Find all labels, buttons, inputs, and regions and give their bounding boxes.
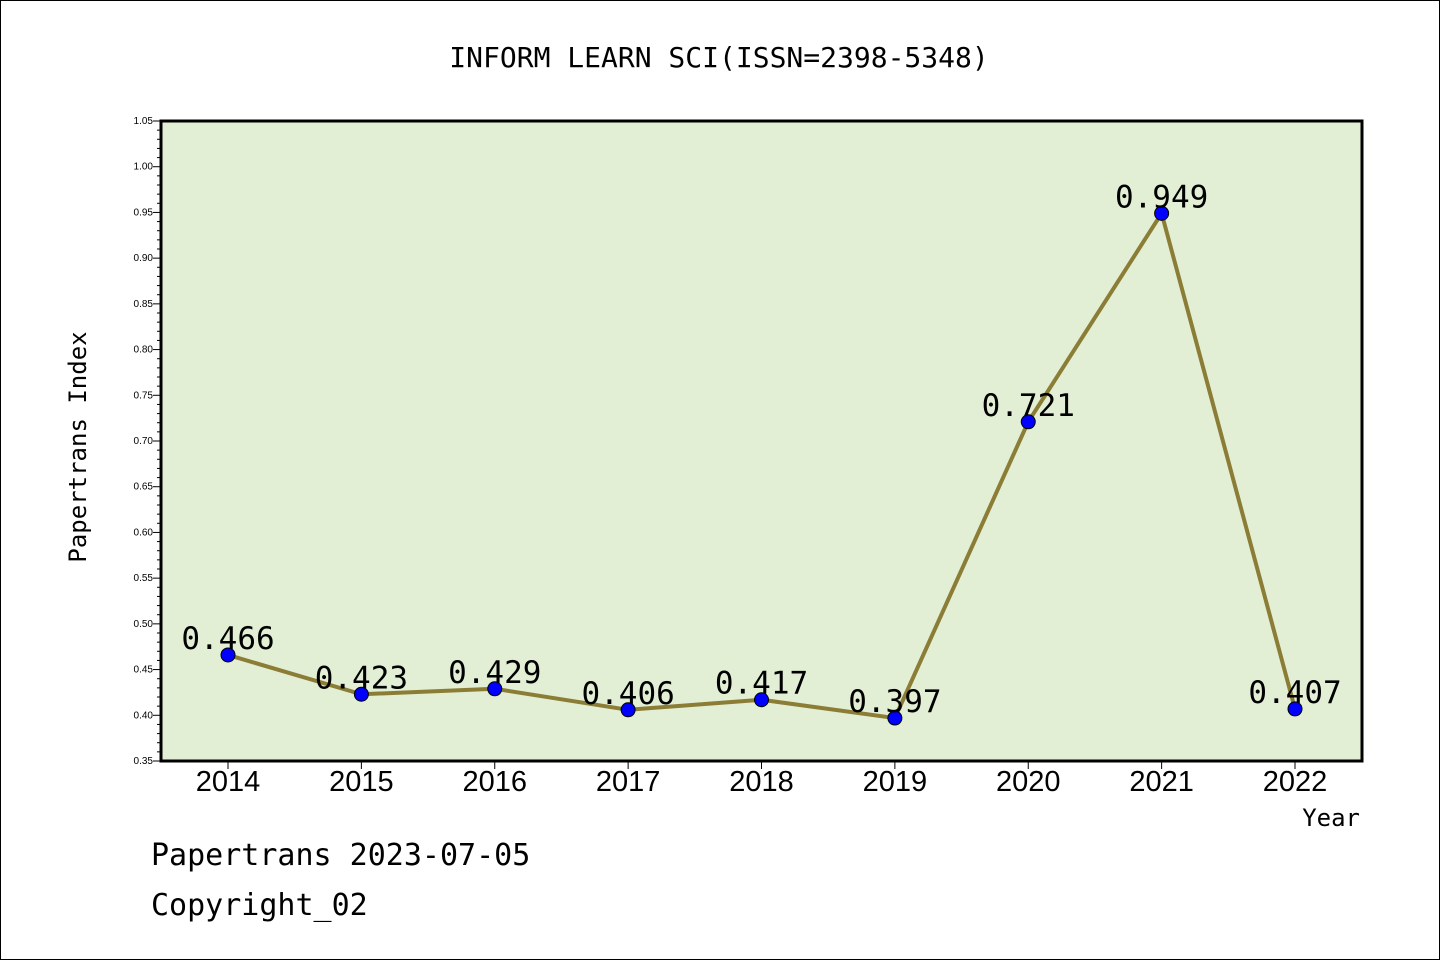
y-tick-label: 0.60: [134, 527, 154, 538]
data-point: [620, 702, 636, 718]
x-tick-label: 2017: [596, 766, 661, 798]
data-point: [353, 686, 369, 702]
data-point: [487, 681, 503, 697]
x-tick-label: 2019: [863, 766, 928, 798]
data-point: [1287, 701, 1303, 717]
y-tick-label: 0.75: [134, 390, 154, 401]
y-tick-label: 0.65: [134, 482, 154, 493]
data-label: 0.417: [715, 666, 808, 702]
footer-date: Papertrans 2023-07-05: [151, 838, 530, 873]
x-axis: 2014 2015 2016 2017 2018 2019 2020 2021 2022: [196, 761, 1328, 798]
y-tick-label: 0.80: [134, 345, 154, 356]
y-axis-title: Papertrans Index: [64, 331, 92, 562]
data-point: [220, 647, 236, 663]
y-tick-label: 0.40: [134, 710, 154, 721]
footer-copyright: Copyright_02: [151, 888, 368, 923]
y-tick-label: 1.05: [134, 116, 154, 127]
series-layer: [220, 205, 1303, 726]
data-point: [1020, 414, 1036, 430]
y-tick-label: 0.70: [134, 436, 154, 447]
data-label: 0.397: [848, 684, 941, 720]
y-tick-label: 0.95: [134, 207, 154, 218]
x-tick-label: 2020: [996, 766, 1061, 798]
y-tick-label: 1.00: [134, 162, 154, 173]
x-tick-label: 2014: [196, 766, 261, 798]
y-tick-label: 0.85: [134, 299, 154, 310]
y-tick-label: 0.35: [134, 756, 154, 767]
data-label: 0.407: [1248, 675, 1341, 711]
x-tick-label: 2018: [729, 766, 794, 798]
x-axis-title: Year: [1302, 804, 1360, 832]
y-tick-label: 0.90: [134, 253, 154, 264]
data-point: [887, 710, 903, 726]
y-tick-label: 0.45: [134, 665, 154, 676]
chart-title: INFORM LEARN SCI(ISSN=2398-5348): [449, 41, 988, 74]
x-tick-label: 2015: [329, 766, 394, 798]
x-tick-label: 2021: [1129, 766, 1194, 798]
data-label: 0.466: [181, 621, 274, 657]
y-tick-label: 0.55: [134, 573, 154, 584]
data-label: 0.423: [315, 660, 408, 696]
data-labels: 0.466 0.423 0.429 0.406 0.417 0.397 0.721 0.949…: [181, 179, 1341, 720]
y-tick-label: 0.50: [134, 619, 154, 630]
plot-area: [159, 119, 1364, 763]
y-axis: 0.35 0.40 0.45 0.50 0.55 0.60 0.65 0.70 0.75 0.80…: [134, 116, 161, 767]
data-label: 0.406: [581, 676, 674, 712]
data-label: 0.721: [982, 388, 1075, 424]
data-label: 0.949: [1115, 179, 1208, 215]
data-point: [1154, 205, 1170, 221]
x-tick-label: 2022: [1263, 766, 1328, 798]
x-tick-label: 2016: [462, 766, 527, 798]
data-label: 0.429: [448, 655, 541, 691]
data-point: [754, 692, 769, 708]
